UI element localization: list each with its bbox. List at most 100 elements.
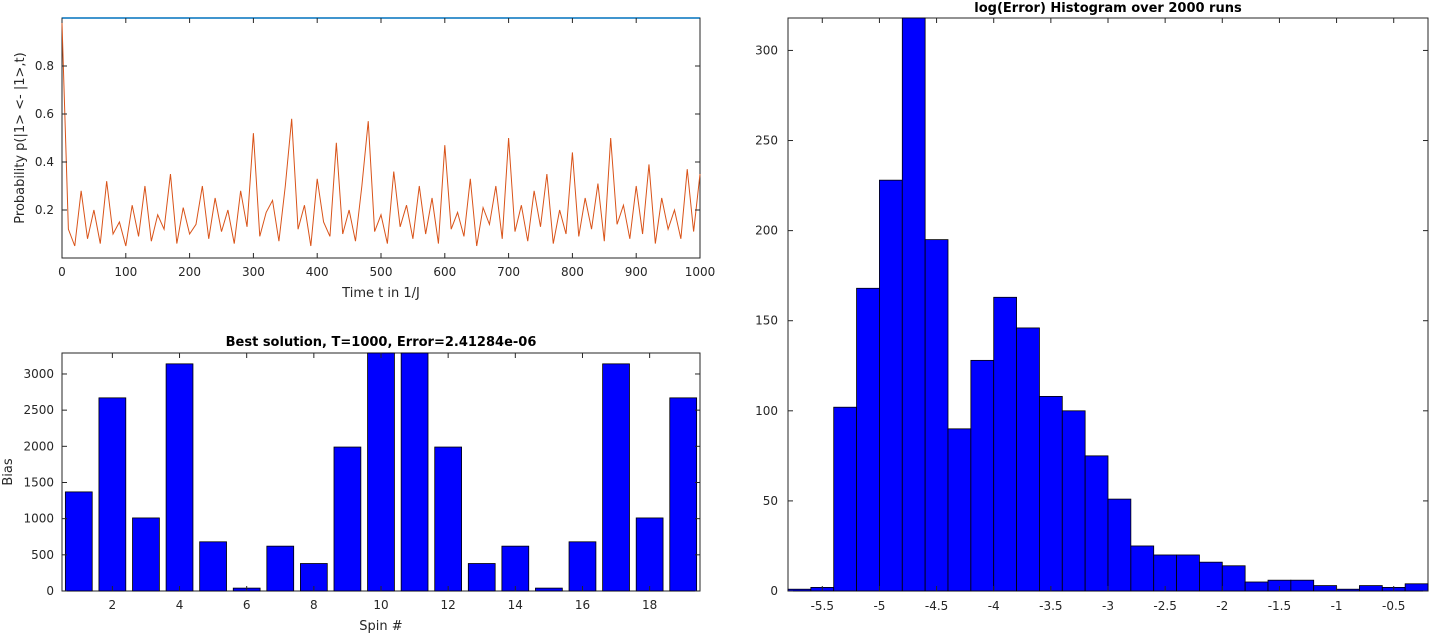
bias-bar-9: [333, 446, 362, 592]
hist-ytick-label: 200: [755, 224, 778, 238]
hist-bar-14: [1107, 498, 1132, 592]
hist-ytick-label: 150: [755, 314, 778, 328]
hist-bar-15: [1130, 545, 1155, 592]
hist-ytick-label: 100: [755, 404, 778, 418]
bias-ytick-label: 500: [31, 548, 54, 562]
hist-xtick-label: -1: [1331, 599, 1343, 613]
bias-bar-2: [98, 397, 127, 592]
bias-ylabel: Bias: [1, 458, 16, 485]
hist-xtick-label: -4.5: [925, 599, 948, 613]
hist-xtick-label: -3.5: [1039, 599, 1062, 613]
hist-title: log(Error) Histogram over 2000 runs: [974, 1, 1242, 16]
hist-bar-13: [1084, 455, 1109, 592]
hist-bar-2: [833, 406, 857, 592]
hist-xtick-label: -1.5: [1268, 599, 1291, 613]
bias-bar-5: [199, 541, 227, 592]
hist-bar-22: [1290, 579, 1315, 592]
prob-xtick-label: 200: [178, 265, 201, 279]
bias-xticks: 2 4 6 8 10 12 14 16 18: [109, 353, 657, 612]
prob-ytick-label: 0.6: [35, 107, 54, 121]
bias-bar-11: [400, 352, 429, 592]
prob-yticks: 0.2 0.4 0.6 0.8: [35, 59, 700, 217]
bias-bar-19: [669, 397, 698, 592]
prob-plot-frame: [61, 17, 701, 259]
prob-series-group: [61, 17, 701, 247]
bias-ytick-label: 3000: [23, 367, 54, 381]
bias-xtick-label: 8: [310, 598, 318, 612]
bias-xtick-label: 4: [176, 598, 184, 612]
hist-ytick-label: 300: [755, 43, 778, 57]
bias-bar-7: [266, 545, 295, 592]
prob-xtick-label: 1000: [685, 265, 716, 279]
prob-xtick-label: 700: [497, 265, 520, 279]
hist-xtick-label: -5: [873, 599, 885, 613]
bias-bar-12: [434, 446, 462, 592]
bias-xtick-label: 2: [109, 598, 117, 612]
hist-ytick-label: 0: [770, 584, 778, 598]
hist-bar-7: [947, 428, 972, 592]
prob-ytick-label: 0.2: [35, 203, 54, 217]
prob-xtick-label: 0: [58, 265, 66, 279]
prob-series-line: [61, 22, 701, 247]
bias-bar-1: [64, 491, 93, 592]
bias-ytick-label: 1500: [23, 475, 54, 489]
hist-ytick-label: 50: [763, 494, 778, 508]
hist-bar-9: [993, 296, 1017, 592]
hist-xtick-label: -3: [1102, 599, 1114, 613]
hist-xtick-label: -0.5: [1382, 599, 1405, 613]
prob-xtick-label: 500: [370, 265, 393, 279]
hist-xtick-label: -2.5: [1153, 599, 1176, 613]
hist-plot: log(Error) Histogram over 2000 runs -5.5…: [755, 1, 1429, 613]
hist-xtick-label: -4: [988, 599, 1000, 613]
bias-bar-3: [132, 517, 160, 592]
prob-ytick-label: 0.4: [35, 155, 54, 169]
bias-bar-16: [568, 541, 597, 592]
hist-bar-23: [1313, 585, 1337, 592]
prob-xtick-label: 600: [433, 265, 456, 279]
hist-bar-17: [1176, 554, 1200, 592]
prob-xlabel: Time t in 1/J: [341, 286, 420, 301]
hist-bar-5: [901, 17, 926, 592]
prob-ylabel: Probability p(|1> <- |1>,t): [13, 52, 28, 223]
bias-bar-14: [501, 545, 530, 592]
hist-bar-19: [1221, 565, 1246, 592]
hist-xtick-label: -5.5: [811, 599, 834, 613]
bias-yticks: 0 500 1000 1500 2000 2500 3000: [23, 367, 700, 598]
bias-bar-13: [467, 563, 496, 592]
bias-plot: Best solution, T=1000, Error=2.41284e-06…: [1, 335, 701, 634]
bias-bar-15: [535, 587, 563, 592]
bias-bar-10: [367, 352, 395, 592]
bias-xtick-label: 10: [373, 598, 388, 612]
prob-xtick-label: 900: [625, 265, 648, 279]
hist-xtick-label: -2: [1216, 599, 1228, 613]
bias-xtick-label: 18: [642, 598, 657, 612]
prob-plot: 0 100 200 300 400 500 600 700 800 900 1000 0.20.40…: [13, 17, 715, 301]
hist-bar-20: [1244, 581, 1269, 592]
bias-title: Best solution, T=1000, Error=2.41284e-06: [226, 335, 537, 350]
bias-bar-4: [165, 363, 194, 592]
bias-ytick-label: 0: [46, 584, 54, 598]
bias-xlabel: Spin #: [359, 619, 402, 634]
prob-ytick-label: 0.8: [35, 59, 54, 73]
bias-bar-18: [635, 517, 664, 592]
prob-xticks: 0 100 200 300 400 500 600 700 800 900 1000: [58, 18, 715, 279]
bias-xtick-label: 16: [575, 598, 590, 612]
hist-bar-6: [924, 239, 949, 592]
prob-xtick-label: 100: [114, 265, 137, 279]
bias-ytick-label: 2000: [23, 439, 54, 453]
prob-xtick-label: 800: [561, 265, 584, 279]
hist-yticks: 0 50 100 150 200 250 300: [755, 43, 1428, 598]
hist-xticks: -5.5 -5 -4.5 -4 -3.5 -3 -2.5 -2 -1.5 -1 -0.5: [811, 18, 1405, 613]
hist-bar-12: [1061, 410, 1086, 592]
prob-xtick-label: 400: [306, 265, 329, 279]
hist-bar-3: [856, 287, 880, 592]
hist-bar-8: [970, 359, 995, 592]
hist-bar-11: [1039, 395, 1063, 592]
hist-bar-4: [879, 179, 903, 592]
hist-bars: [787, 17, 1429, 592]
hist-bar-16: [1153, 554, 1177, 592]
hist-bar-25: [1359, 585, 1383, 592]
bias-ytick-label: 2500: [23, 403, 54, 417]
bias-ytick-label: 1000: [23, 512, 54, 526]
